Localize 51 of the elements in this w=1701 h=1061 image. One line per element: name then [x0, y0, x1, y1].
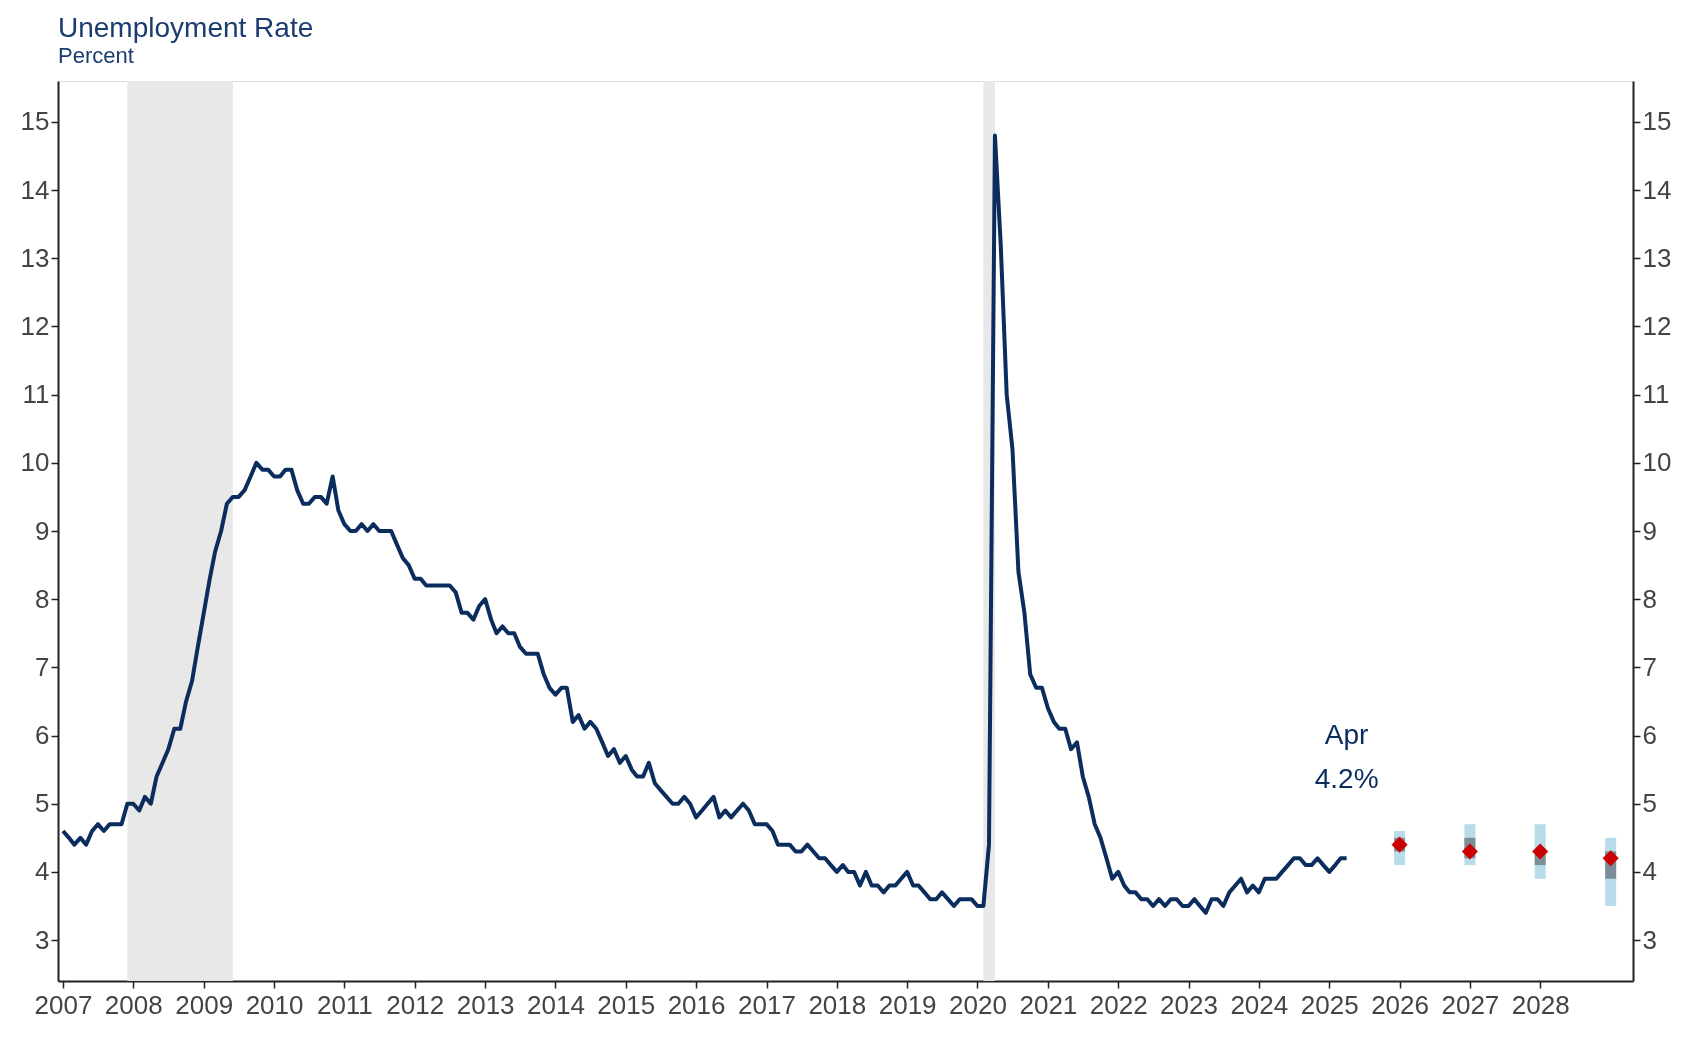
x-tick-label: 2022 — [1089, 989, 1148, 1020]
y-tick-label: 15 — [20, 106, 50, 137]
y2-tick-label: 12 — [1642, 310, 1672, 341]
y2-tick-label: 3 — [1642, 924, 1657, 955]
x-tick-label: 2026 — [1371, 989, 1430, 1020]
x-tick-label: 2009 — [175, 989, 234, 1020]
x-tick-label: 2019 — [878, 989, 937, 1020]
y2-tick-label: 13 — [1642, 242, 1672, 273]
y-tick-label: 3 — [35, 924, 50, 955]
y-tick-label: 5 — [35, 788, 50, 819]
x-tick-label: 2021 — [1019, 989, 1078, 1020]
y-tick-label: 7 — [35, 651, 50, 682]
annotation: Apr 4.2% — [1314, 719, 1379, 795]
x-tick-label: 2016 — [667, 989, 726, 1020]
y2-tick-label: 7 — [1642, 651, 1657, 682]
y-tick-label: 14 — [20, 174, 50, 205]
x-tick-label: 2017 — [738, 989, 796, 1020]
y2-tick-label: 4 — [1642, 856, 1657, 887]
x-tick-label: 2013 — [456, 989, 515, 1020]
y-tick-label: 11 — [22, 379, 50, 410]
y2-tick-label: 9 — [1642, 515, 1657, 546]
x-tick-label: 2018 — [808, 989, 867, 1020]
y-tick-label: 6 — [35, 720, 50, 751]
y-tick-label: 10 — [20, 447, 50, 478]
y-tick-label: 4 — [35, 856, 50, 887]
x-tick-label: 2014 — [527, 989, 585, 1020]
x-tick-label: 2024 — [1230, 989, 1289, 1020]
y2-tick-label: 6 — [1642, 720, 1657, 751]
x-tick-label: 2028 — [1511, 989, 1570, 1020]
x-tick-label: 2008 — [104, 989, 163, 1020]
x-tick-label: 2020 — [949, 989, 1007, 1020]
y2-tick-label: 10 — [1642, 447, 1672, 478]
x-tick-label: 2015 — [597, 989, 656, 1020]
x-tick-label: 2023 — [1160, 989, 1218, 1020]
y-tick-label: 13 — [20, 242, 50, 273]
chart-title: Unemployment Rate — [58, 12, 314, 43]
x-tick-label: 2025 — [1300, 989, 1359, 1020]
y2-tick-label: 11 — [1642, 379, 1670, 410]
y-tick-label: 8 — [35, 583, 50, 614]
y2-tick-label: 8 — [1642, 583, 1657, 614]
x-tick-label: 2010 — [245, 989, 304, 1020]
x-tick-label: 2012 — [386, 989, 445, 1020]
x-tick-label: 2007 — [34, 989, 93, 1020]
y2-tick-label: 5 — [1642, 788, 1657, 819]
chart-subtitle: Percent — [58, 43, 134, 68]
x-tick-label: 2027 — [1441, 989, 1500, 1020]
y-tick-label: 12 — [20, 310, 50, 341]
y2-tick-label: 15 — [1642, 106, 1672, 137]
y2-tick-label: 14 — [1642, 174, 1672, 205]
x-tick-label: 2011 — [316, 989, 373, 1020]
y-tick-label: 9 — [35, 515, 50, 546]
